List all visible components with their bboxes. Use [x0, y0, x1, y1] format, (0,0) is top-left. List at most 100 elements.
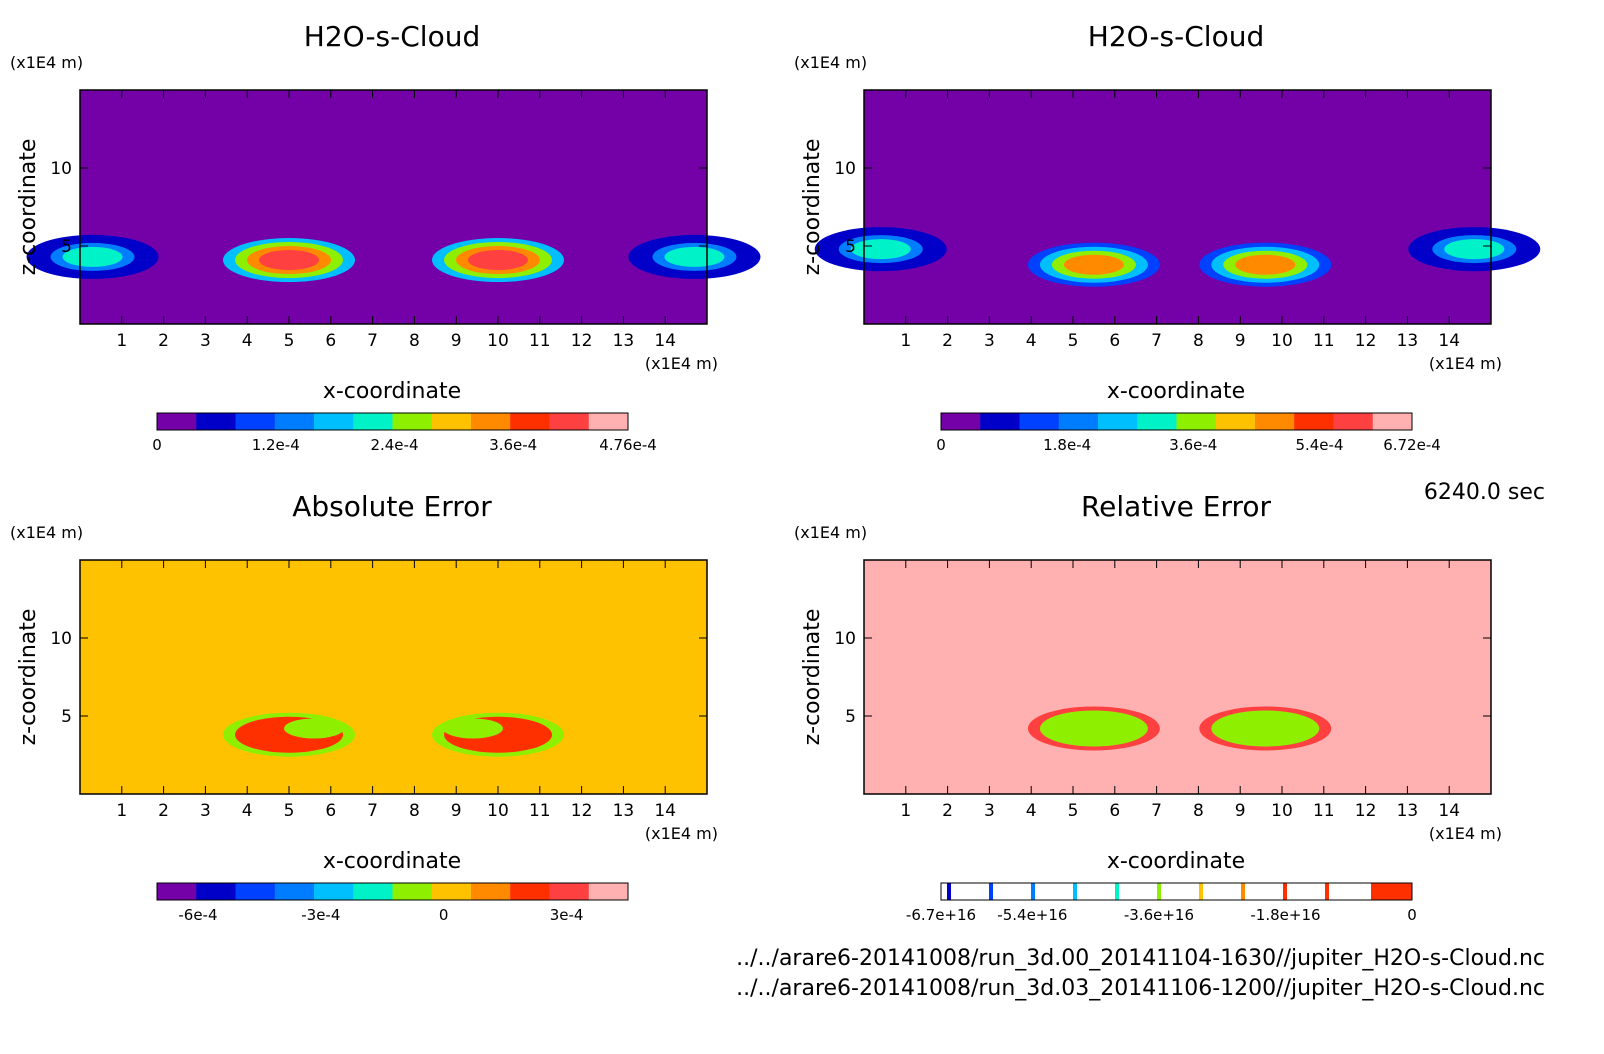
colorbar-swatch: [980, 413, 1020, 430]
y-tick-label: 5: [61, 707, 72, 727]
x-tick-label: 12: [1355, 331, 1377, 351]
x-tick-label: 5: [1068, 331, 1079, 351]
x-tick-label: 5: [284, 331, 295, 351]
colorbar-swatch: [1325, 883, 1329, 900]
data-contour: [1063, 718, 1124, 739]
colorbar-label: -6e-4: [178, 906, 217, 924]
x-tick-label: 2: [942, 331, 953, 351]
y-axis-label: z-coordinate: [800, 139, 825, 276]
colorbar-swatch: [196, 413, 236, 430]
x-unit-label: (x1E4 m): [1429, 354, 1502, 373]
x-axis-label: x-coordinate: [1107, 849, 1245, 874]
data-contour: [62, 246, 123, 267]
x-tick-label: 5: [1068, 801, 1079, 821]
colorbar-label: 6.72e-4: [1383, 436, 1441, 454]
colorbar-label: 5.4e-4: [1295, 436, 1343, 454]
x-axis-label: x-coordinate: [1107, 379, 1245, 404]
x-tick-label: 10: [487, 331, 509, 351]
plot-area: [864, 560, 1491, 794]
x-tick-label: 12: [571, 331, 593, 351]
x-tick-label: 7: [367, 331, 378, 351]
x-tick-label: 9: [451, 331, 462, 351]
x-tick-label: 1: [900, 331, 911, 351]
x-unit-label: (x1E4 m): [1429, 824, 1502, 843]
y-unit-label: (x1E4 m): [10, 523, 83, 542]
x-tick-label: 10: [1271, 801, 1293, 821]
colorbar-swatch: [510, 883, 550, 900]
y-axis-label: z-coordinate: [800, 609, 825, 746]
colorbar-label: -3.6e+16: [1124, 906, 1194, 924]
colorbar-swatch: [549, 413, 590, 430]
x-tick-label: 2: [942, 801, 953, 821]
colorbar-swatch: [196, 883, 236, 900]
colorbar-swatch: [157, 413, 197, 430]
plot-frame: [79, 89, 708, 325]
colorbar-label: 0: [439, 906, 449, 924]
plot-frame: [863, 559, 1492, 795]
colorbar-swatch: [235, 413, 276, 430]
x-tick-label: 3: [200, 331, 211, 351]
colorbar-swatch: [1215, 413, 1256, 430]
data-contour: [442, 718, 503, 739]
colorbar-label: 0: [1407, 906, 1417, 924]
x-tick-label: 6: [1109, 801, 1120, 821]
x-tick-label: 11: [529, 801, 551, 821]
colorbar-frame: [156, 882, 629, 901]
colorbar-swatch: [274, 413, 315, 430]
colorbar-label: 4.76e-4: [599, 436, 657, 454]
colorbar-swatch: [353, 413, 393, 430]
colorbar-swatch: [392, 413, 433, 430]
colorbar-swatch: [1294, 413, 1334, 430]
x-unit-label: (x1E4 m): [645, 824, 718, 843]
plot-area: [80, 90, 707, 324]
chart-title: H2O-s-Cloud: [304, 20, 480, 53]
y-unit-label: (x1E4 m): [10, 53, 83, 72]
colorbar-label: 1.2e-4: [252, 436, 300, 454]
colorbar-swatch: [1283, 883, 1287, 900]
colorbar-swatch: [588, 413, 629, 430]
y-tick-label: 5: [845, 707, 856, 727]
colorbar-swatch: [157, 883, 197, 900]
colorbar-swatch: [471, 413, 511, 430]
colorbar-swatch: [314, 883, 354, 900]
colorbar-swatch: [431, 883, 472, 900]
x-tick-label: 14: [654, 801, 676, 821]
y-axis-label: z-coordinate: [16, 609, 41, 746]
x-tick-label: 3: [984, 801, 995, 821]
chart-title: H2O-s-Cloud: [1088, 20, 1264, 53]
x-tick-label: 1: [116, 331, 127, 351]
x-tick-label: 11: [1313, 801, 1335, 821]
colorbar-swatch: [1058, 413, 1099, 430]
y-tick-label: 10: [834, 159, 856, 179]
y-unit-label: (x1E4 m): [794, 523, 867, 542]
y-axis-label: z-coordinate: [16, 139, 41, 276]
data-contour: [259, 250, 319, 271]
colorbar-swatch: [392, 883, 433, 900]
x-tick-label: 8: [1193, 331, 1204, 351]
colorbar-label: 3e-4: [550, 906, 584, 924]
colorbar-swatch: [1176, 413, 1217, 430]
y-tick-label: 10: [50, 159, 72, 179]
chart-title: Relative Error: [1081, 490, 1272, 523]
colorbar-label: 3.6e-4: [1169, 436, 1217, 454]
x-tick-label: 9: [1235, 801, 1246, 821]
colorbar-label: 0: [936, 436, 946, 454]
x-tick-label: 13: [613, 331, 635, 351]
colorbar-label: 2.4e-4: [370, 436, 418, 454]
x-tick-label: 1: [900, 801, 911, 821]
x-axis-label: x-coordinate: [323, 379, 461, 404]
colorbar-swatch: [510, 413, 550, 430]
x-axis-label: x-coordinate: [323, 849, 461, 874]
plot-area: [80, 560, 707, 794]
colorbar-swatch: [1019, 413, 1060, 430]
x-tick-label: 13: [613, 801, 635, 821]
y-unit-label: (x1E4 m): [794, 53, 867, 72]
data-contour: [1235, 254, 1296, 275]
colorbar-swatch: [1255, 413, 1295, 430]
colorbar-frame: [940, 412, 1413, 431]
colorbar-swatch: [471, 883, 511, 900]
data-contour: [1235, 718, 1296, 739]
colorbar-swatch: [353, 883, 393, 900]
colorbar-swatch: [274, 883, 315, 900]
